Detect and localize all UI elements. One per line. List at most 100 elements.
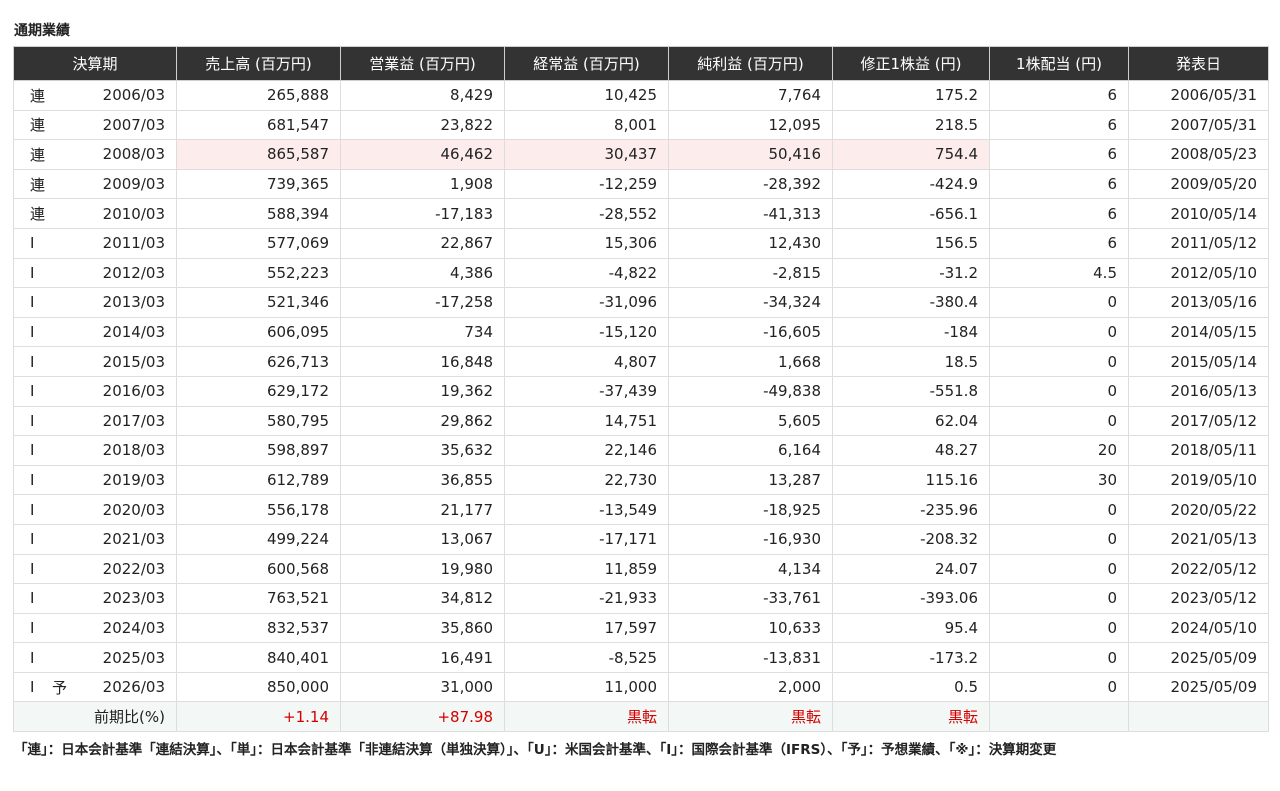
eps-cell: 754.4 <box>832 139 990 170</box>
announce-date-cell: 2008/05/23 <box>1128 139 1269 170</box>
net-profit-cell: 10,633 <box>668 612 833 644</box>
table-header-row: 決算期 売上高 (百万円) 営業益 (百万円) 経常益 (百万円) 純利益 (百… <box>13 46 1269 81</box>
period-cell: I 2024/03 <box>13 612 177 644</box>
period-cell: I 2022/03 <box>13 553 177 585</box>
column-header-sales: 売上高 (百万円) <box>176 46 341 81</box>
dividend-cell: 0 <box>989 612 1129 644</box>
ordinary-profit-cell: 15,306 <box>504 227 669 259</box>
operating-profit-cell: 1,908 <box>340 168 505 200</box>
ordinary-profit-cell: -28,552 <box>504 198 669 229</box>
table-row: I 2014/03 606,095 734 -15,120 -16,605 -184 0 201… <box>13 316 1269 348</box>
ordinary-profit-cell: -17,171 <box>504 523 669 555</box>
operating-profit-cell: 19,362 <box>340 375 505 407</box>
table-row: I 2023/03 763,521 34,812 -21,933 -33,761 -393.… <box>13 583 1269 614</box>
net-profit-cell: -18,925 <box>668 494 833 525</box>
accounting-standard-badge: I <box>30 441 35 460</box>
net-profit-cell: 4,134 <box>668 553 833 585</box>
fiscal-period: 2014/03 <box>102 323 165 342</box>
eps-cell: 156.5 <box>832 227 990 259</box>
operating-profit-cell: 35,632 <box>340 435 505 466</box>
announce-date-cell: 2015/05/14 <box>1128 346 1269 377</box>
dividend-cell: 0 <box>989 671 1129 703</box>
accounting-standard-badge: I <box>30 382 35 401</box>
ordinary-profit-cell: -31,096 <box>504 287 669 318</box>
ordinary-profit-cell: 4,807 <box>504 346 669 377</box>
table-row: I 2025/03 840,401 16,491 -8,525 -13,831 -173.2… <box>13 642 1269 673</box>
sales-cell: 832,537 <box>176 612 341 644</box>
sales-cell: 577,069 <box>176 227 341 259</box>
fiscal-period: 2007/03 <box>102 115 165 134</box>
announce-date-cell: 2023/05/12 <box>1128 583 1269 614</box>
ordinary-profit-cell: 22,146 <box>504 435 669 466</box>
announce-date-cell: 2009/05/20 <box>1128 168 1269 200</box>
period-cell: 連 2007/03 <box>13 109 177 141</box>
table-row: I 予 2026/03 850,000 31,000 11,000 2,000 0.5 0 202… <box>13 671 1269 703</box>
operating-profit-cell: 23,822 <box>340 109 505 141</box>
accounting-standard-badge: I <box>30 530 35 549</box>
comparison-operating-profit: +87.98 <box>340 701 505 733</box>
table-row: I 2019/03 612,789 36,855 22,730 13,287 115.16 3… <box>13 464 1269 496</box>
eps-cell: 0.5 <box>832 671 990 703</box>
accounting-standard-badge: I <box>30 589 35 608</box>
period-cell: I 予 2026/03 <box>13 671 177 703</box>
comparison-announce-date <box>1128 701 1269 733</box>
operating-profit-cell: 46,462 <box>340 139 505 170</box>
fiscal-period: 2025/03 <box>102 648 165 667</box>
dividend-cell: 0 <box>989 523 1129 555</box>
period-cell: I 2011/03 <box>13 227 177 259</box>
column-header-ordinary-profit: 経常益 (百万円) <box>504 46 669 81</box>
accounting-standard-badge: I <box>30 263 35 282</box>
sales-cell: 606,095 <box>176 316 341 348</box>
announce-date-cell: 2024/05/10 <box>1128 612 1269 644</box>
eps-cell: 24.07 <box>832 553 990 585</box>
table-row: I 2013/03 521,346 -17,258 -31,096 -34,324 -380… <box>13 287 1269 318</box>
net-profit-cell: 5,605 <box>668 405 833 437</box>
table-row: 連 2007/03 681,547 23,822 8,001 12,095 218.5 6 20… <box>13 109 1269 141</box>
fiscal-period: 2024/03 <box>102 618 165 637</box>
fiscal-period: 2017/03 <box>102 411 165 430</box>
dividend-cell: 20 <box>989 435 1129 466</box>
page-title: 通期業績 <box>14 23 70 39</box>
net-profit-cell: -28,392 <box>668 168 833 200</box>
column-header-net-profit: 純利益 (百万円) <box>668 46 833 81</box>
eps-cell: 62.04 <box>832 405 990 437</box>
period-cell: I 2015/03 <box>13 346 177 377</box>
period-cell: I 2021/03 <box>13 523 177 555</box>
eps-cell: 175.2 <box>832 80 990 111</box>
net-profit-cell: -41,313 <box>668 198 833 229</box>
comparison-net-profit: 黒転 <box>668 701 833 733</box>
announce-date-cell: 2019/05/10 <box>1128 464 1269 496</box>
eps-cell: -551.8 <box>832 375 990 407</box>
operating-profit-cell: 4,386 <box>340 257 505 289</box>
fiscal-period: 2013/03 <box>102 293 165 312</box>
table-row: I 2024/03 832,537 35,860 17,597 10,633 95.4 0 20… <box>13 612 1269 644</box>
accounting-standard-badge: 連 <box>30 145 46 164</box>
eps-cell: 218.5 <box>832 109 990 141</box>
fiscal-period: 2018/03 <box>102 441 165 460</box>
announce-date-cell: 2018/05/11 <box>1128 435 1269 466</box>
sales-cell: 681,547 <box>176 109 341 141</box>
ordinary-profit-cell: 11,859 <box>504 553 669 585</box>
sales-cell: 600,568 <box>176 553 341 585</box>
table-row: 連 2006/03 265,888 8,429 10,425 7,764 175.2 6 200… <box>13 80 1269 111</box>
ordinary-profit-cell: -13,549 <box>504 494 669 525</box>
eps-cell: -424.9 <box>832 168 990 200</box>
ordinary-profit-cell: 22,730 <box>504 464 669 496</box>
sales-cell: 556,178 <box>176 494 341 525</box>
operating-profit-cell: 34,812 <box>340 583 505 614</box>
ordinary-profit-cell: 14,751 <box>504 405 669 437</box>
sales-cell: 763,521 <box>176 583 341 614</box>
eps-cell: -393.06 <box>832 583 990 614</box>
sales-cell: 840,401 <box>176 642 341 673</box>
net-profit-cell: -16,930 <box>668 523 833 555</box>
accounting-standard-badge: 連 <box>30 175 46 194</box>
sales-cell: 580,795 <box>176 405 341 437</box>
eps-cell: 48.27 <box>832 435 990 466</box>
sales-cell: 588,394 <box>176 198 341 229</box>
column-header-period: 決算期 <box>13 46 177 81</box>
period-cell: 連 2006/03 <box>13 80 177 111</box>
net-profit-cell: 50,416 <box>668 139 833 170</box>
net-profit-cell: 6,164 <box>668 435 833 466</box>
period-cell: 連 2010/03 <box>13 198 177 229</box>
accounting-standard-badge: I <box>30 648 35 667</box>
